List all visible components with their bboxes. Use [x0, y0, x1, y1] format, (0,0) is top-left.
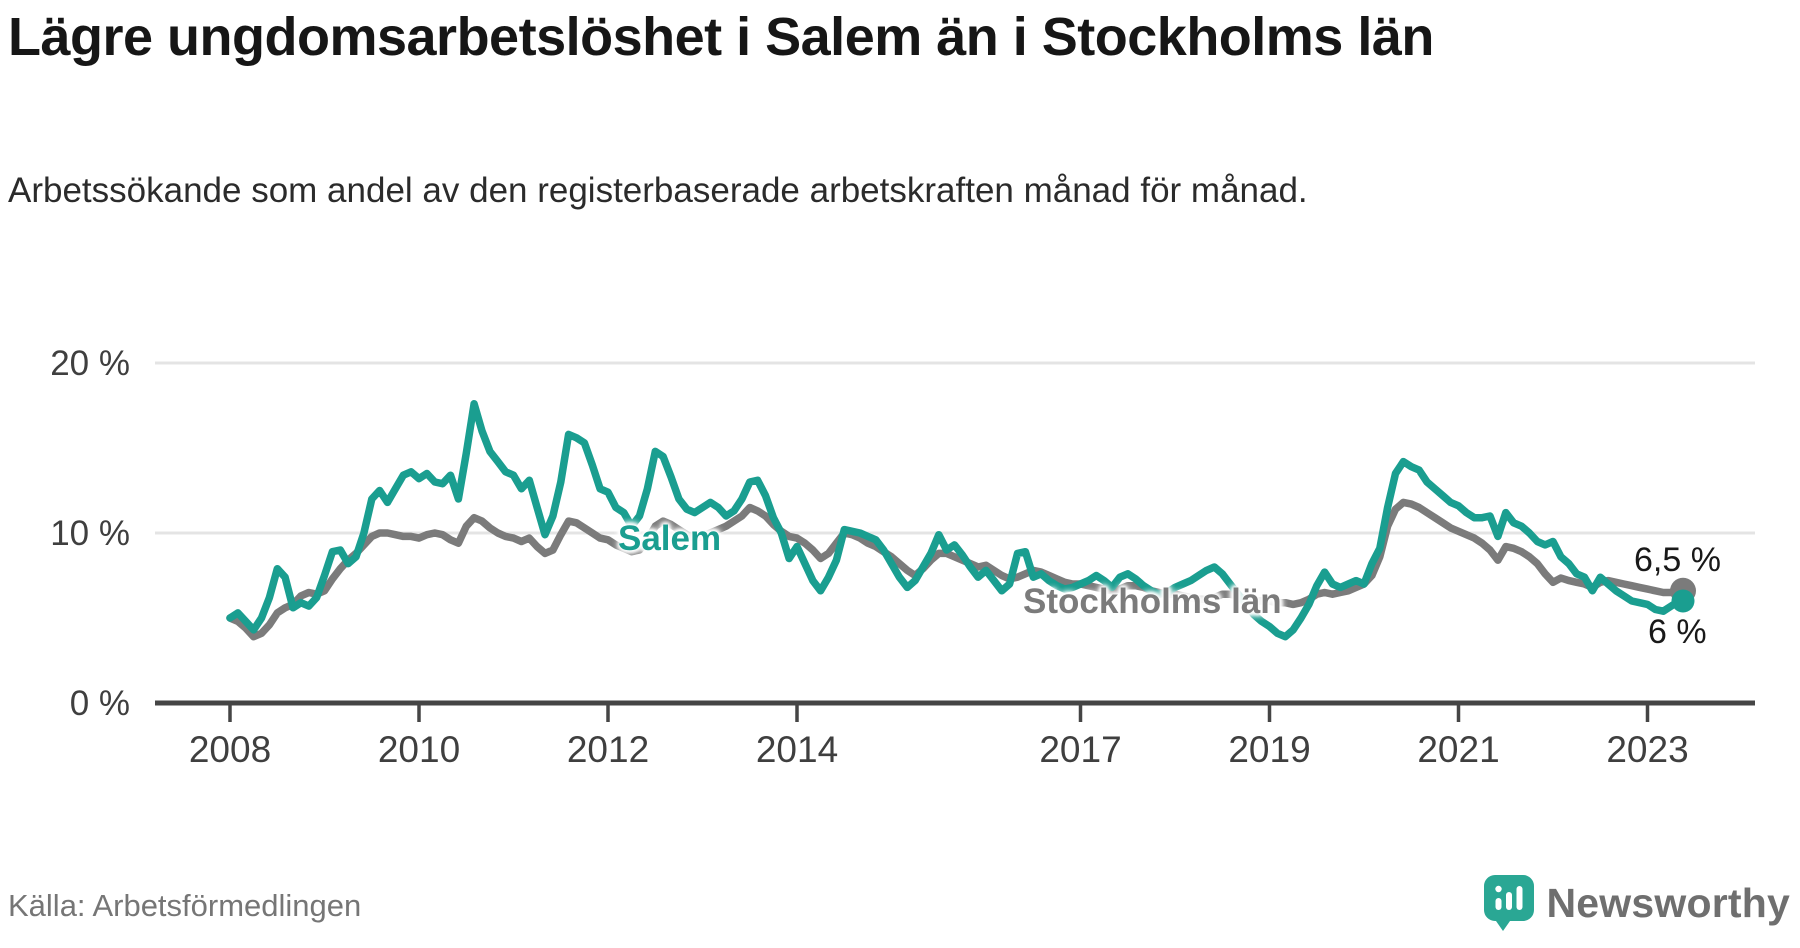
stockholm-line-label: Stockholms län — [1023, 582, 1282, 621]
brand-logo: Newsworthy — [1483, 874, 1791, 932]
x-tick-label: 2014 — [755, 729, 839, 770]
page-title: Lägre ungdomsarbetslöshet i Salem än i S… — [8, 7, 1434, 67]
y-tick-label: 10 % — [50, 514, 130, 553]
x-tick-label: 2019 — [1228, 729, 1311, 770]
x-axis-ticks — [228, 705, 1650, 722]
y-tick-label: 0 % — [69, 684, 130, 723]
x-tick-label: 2021 — [1417, 729, 1500, 770]
brand-name: Newsworthy — [1546, 879, 1790, 926]
source-note: Källa: Arbetsförmedlingen — [8, 888, 362, 923]
x-tick-label: 2012 — [566, 729, 650, 770]
newsworthy-icon — [1483, 875, 1534, 931]
x-tick-label: 2023 — [1606, 729, 1689, 770]
salem-end-dot — [1671, 589, 1695, 613]
x-tick-label: 2017 — [1039, 729, 1122, 770]
x-tick-label: 2008 — [188, 729, 272, 770]
gridlines — [155, 361, 1755, 535]
stockholm-line — [226, 498, 1683, 641]
series-end-dots — [1670, 577, 1696, 613]
chart-subtitle: Arbetssökande som andel av den registerb… — [8, 171, 1308, 210]
salem-end-value: 6 % — [1648, 613, 1707, 651]
stockholm-end-value: 6,5 % — [1634, 541, 1721, 579]
x-tick-label: 2010 — [377, 729, 461, 770]
salem-line-label: Salem — [618, 519, 722, 558]
salem-line — [226, 400, 1683, 641]
y-tick-label: 20 % — [50, 344, 130, 383]
series-lines — [226, 400, 1683, 641]
